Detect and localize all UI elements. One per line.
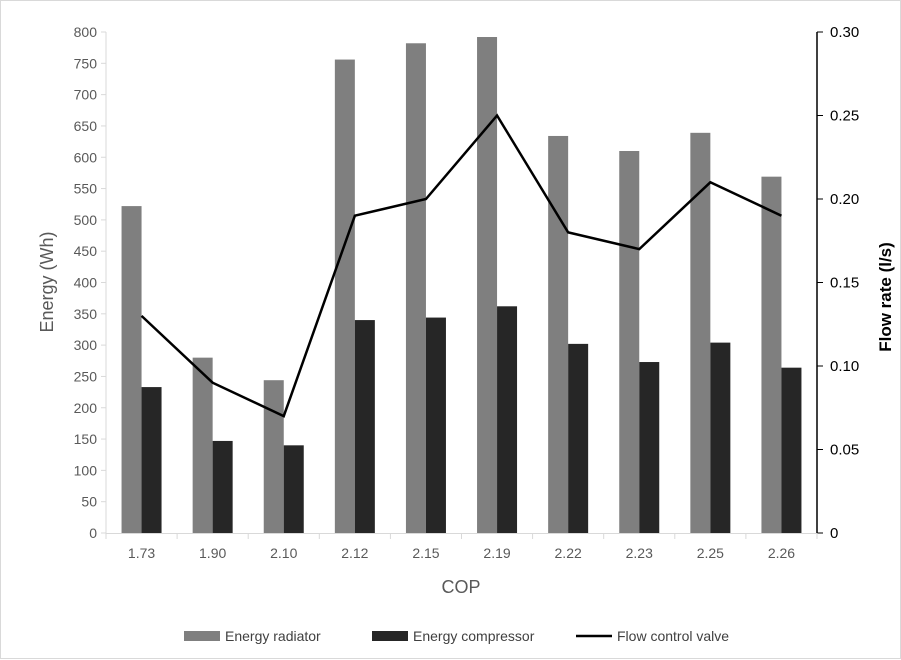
- bar-energy-compressor-2.25: [710, 343, 730, 533]
- y2-tick-label: 0.10: [830, 358, 859, 375]
- x-tick-label: 2.23: [626, 545, 653, 561]
- y2-tick-label: 0.05: [830, 442, 859, 459]
- bar-energy-compressor-2.15: [426, 318, 446, 533]
- bar-energy-radiator-1.90: [193, 358, 213, 533]
- y2-tick-label: 0.25: [830, 108, 859, 125]
- x-tick-label: 2.25: [697, 545, 724, 561]
- y-tick-label: 150: [74, 431, 98, 447]
- y-tick-label: 750: [74, 55, 98, 71]
- bar-energy-compressor-2.23: [639, 362, 659, 533]
- bar-energy-radiator-2.22: [548, 136, 568, 533]
- legend-swatch-0: [184, 631, 220, 641]
- bar-energy-compressor-2.19: [497, 306, 517, 533]
- bar-energy-compressor-1.73: [142, 387, 162, 533]
- y2-tick-label: 0.20: [830, 191, 859, 208]
- bar-energy-compressor-2.22: [568, 344, 588, 533]
- line-layer: [142, 115, 782, 416]
- y2-axis-title: Flow rate (l/s): [876, 242, 895, 352]
- x-tick-label: 2.19: [483, 545, 510, 561]
- y-tick-label: 600: [74, 149, 98, 165]
- bar-energy-radiator-2.12: [335, 60, 355, 533]
- bar-energy-compressor-1.90: [213, 441, 233, 533]
- legend: Energy radiator Energy compressor Flow con…: [184, 628, 729, 644]
- y-tick-label: 800: [74, 24, 98, 40]
- legend-label-1: Energy compressor: [413, 628, 535, 644]
- y-tick-label: 100: [74, 462, 98, 478]
- y-tick-label: 650: [74, 118, 98, 134]
- y2-tick-label: 0.30: [830, 24, 859, 41]
- bar-energy-compressor-2.12: [355, 320, 375, 533]
- y2-tick-label: 0.15: [830, 275, 859, 292]
- y-tick-label: 550: [74, 181, 98, 197]
- x-tick-label: 2.22: [555, 545, 582, 561]
- y-tick-label: 200: [74, 400, 98, 416]
- x-tick-label: 1.73: [128, 545, 155, 561]
- bar-energy-radiator-2.26: [761, 177, 781, 533]
- x-tick-label: 2.12: [341, 545, 368, 561]
- y2-tick-label: 0: [830, 525, 838, 542]
- y-tick-label: 400: [74, 275, 98, 291]
- legend-label-0: Energy radiator: [225, 628, 321, 644]
- bar-energy-compressor-2.10: [284, 445, 304, 533]
- y-tick-label: 450: [74, 243, 98, 259]
- bar-energy-compressor-2.26: [781, 368, 801, 533]
- bar-energy-radiator-2.10: [264, 380, 284, 533]
- x-tick-label: 2.10: [270, 545, 297, 561]
- y-axis-title: Energy (Wh): [37, 231, 57, 332]
- bar-energy-radiator-2.23: [619, 151, 639, 533]
- legend-label-2: Flow control valve: [617, 628, 729, 644]
- bars-layer: [122, 37, 802, 533]
- y-tick-label: 500: [74, 212, 98, 228]
- ticks-layer: 0 50 100 150 200 250 300 350 400 450 500 550 600 650 7…: [74, 24, 860, 561]
- legend-swatch-1: [372, 631, 408, 641]
- line-flow-control-valve: [142, 116, 782, 417]
- y-tick-label: 250: [74, 368, 98, 384]
- y-tick-label: 350: [74, 306, 98, 322]
- y-tick-label: 300: [74, 337, 98, 353]
- bar-energy-radiator-2.19: [477, 37, 497, 533]
- bar-energy-radiator-1.73: [122, 206, 142, 533]
- y-tick-label: 700: [74, 87, 98, 103]
- x-tick-label: 1.90: [199, 545, 226, 561]
- y-tick-label: 50: [81, 494, 97, 510]
- x-tick-label: 2.26: [768, 545, 795, 561]
- y-tick-label: 0: [89, 525, 97, 541]
- x-axis-title: COP: [441, 577, 480, 597]
- bar-energy-radiator-2.15: [406, 43, 426, 533]
- x-tick-label: 2.15: [412, 545, 439, 561]
